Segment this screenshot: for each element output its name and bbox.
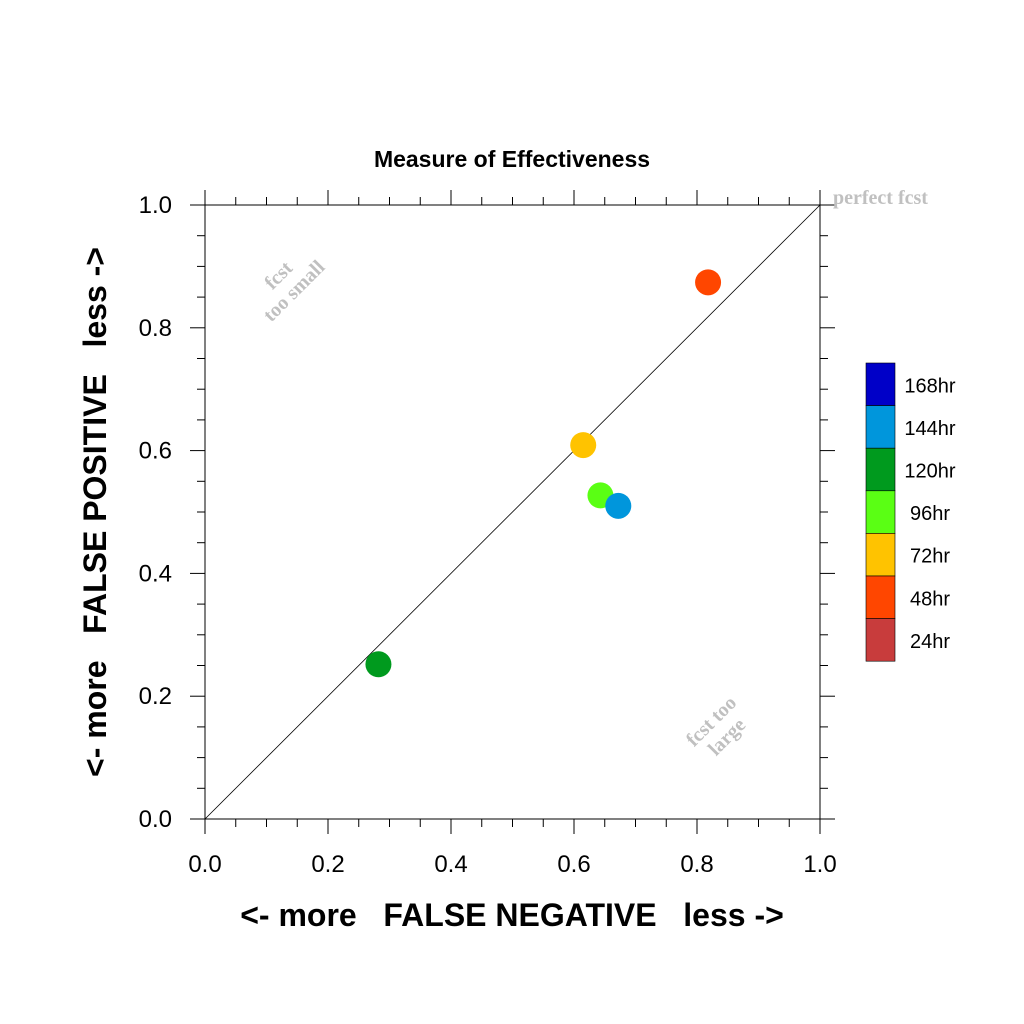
data-point-72hr [570,432,597,459]
legend-swatch-72hr [865,533,896,577]
y-axis-label: <- more FALSE POSITIVE less -> [77,247,113,777]
y-tick-label: 0.6 [139,438,172,465]
legend-swatch-144hr [865,405,896,449]
x-tick-label: 0.2 [311,851,344,878]
legend-swatch-24hr [865,618,896,662]
y-tick-label: 0.0 [139,806,172,833]
y-tick-label: 0.8 [139,315,172,342]
chart-title: Measure of Effectiveness [374,146,650,172]
data-points [365,269,722,678]
y-tick-label: 0.4 [139,560,172,587]
y-tick-label: 0.2 [139,683,172,710]
data-point-48hr [695,269,722,296]
legend-label-24hr: 24hr [910,631,950,653]
legend-label-48hr: 48hr [910,588,950,610]
legend-label-72hr: 72hr [910,546,950,568]
x-tick-label: 0.6 [557,851,590,878]
x-axis-label: <- more FALSE NEGATIVE less -> [240,897,784,933]
legend: 168hr 144hr 120hr 96hr 72hr 48hr 24hr [865,362,956,662]
x-tick-label: 0.4 [434,851,467,878]
legend-swatch-96hr [865,490,896,534]
legend-swatch-48hr [865,575,896,619]
annotation-fcst-too-small-line2: too small [259,256,329,326]
legend-label-96hr: 96hr [910,503,950,525]
axis-ticks [190,190,835,834]
legend-label-168hr: 168hr [904,375,955,397]
legend-label-120hr: 120hr [904,461,955,483]
x-tick-label: 1.0 [803,851,836,878]
data-point-144hr [605,492,632,519]
perfect-forecast-diagonal [204,204,821,820]
x-tick-label: 0.8 [680,851,713,878]
annotation-perfect-forecast: perfect fcst [833,187,928,209]
legend-swatch-120hr [865,447,896,492]
legend-swatch-168hr [865,362,896,406]
tick-labels: 0.0 0.2 0.4 0.6 0.8 1.0 0.0 0.2 0.4 0.6 0.8 1.0 [139,192,837,878]
legend-label-144hr: 144hr [904,418,955,440]
x-tick-label: 0.0 [188,851,221,878]
data-point-120hr [365,651,392,678]
y-tick-label: 1.0 [139,192,172,219]
